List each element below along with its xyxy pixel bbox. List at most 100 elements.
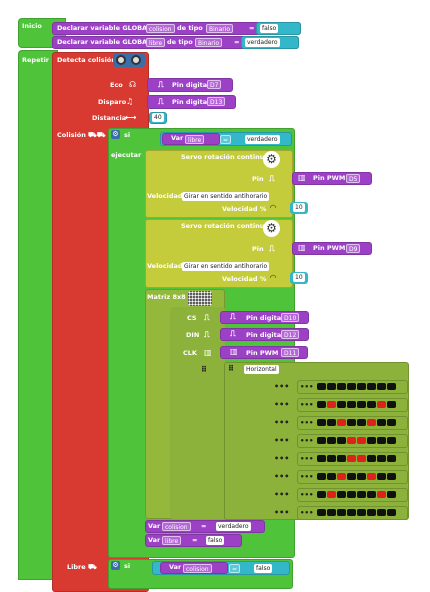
led-off[interactable] [347,419,356,426]
led-off[interactable] [337,401,346,408]
led-off[interactable] [317,473,326,480]
var-name-colision[interactable]: colision [146,24,175,33]
led-off[interactable] [387,419,396,426]
led-off[interactable] [387,383,396,390]
gear-icon[interactable]: ⚙ [111,561,120,570]
led-on[interactable] [337,473,346,480]
velocidad-label: Velocidad [147,192,183,200]
value-verdadero[interactable]: verdadero [216,522,251,531]
eq-dropdown[interactable]: = [229,564,241,573]
type-dropdown-1[interactable]: Binario [206,24,234,33]
led-off[interactable] [377,455,386,462]
led-off[interactable] [367,401,376,408]
vel-input-2[interactable]: 10 [293,273,305,282]
led-off[interactable] [317,491,326,498]
led-off[interactable] [347,383,356,390]
led-on[interactable] [367,419,376,426]
clk-pin-dropdown[interactable]: D11 [281,348,300,357]
led-off[interactable] [377,473,386,480]
var-dropdown-libre[interactable]: libre [162,536,182,545]
led-off[interactable] [367,509,376,516]
led-off[interactable] [317,455,326,462]
led-on[interactable] [377,491,386,498]
gear-icon[interactable]: ⚙ [111,130,120,139]
eq-label: = [201,522,207,530]
pwm-dropdown-1[interactable]: D5 [346,174,361,183]
var-dropdown-libre[interactable]: libre [185,135,205,144]
pwm-label: Pin PWM [313,174,346,182]
led-off[interactable] [377,419,386,426]
eco-pin-dropdown[interactable]: D7 [207,80,222,89]
led-off[interactable] [367,437,376,444]
led-off[interactable] [377,509,386,516]
led-off[interactable] [357,419,366,426]
led-off[interactable] [387,455,396,462]
led-on[interactable] [347,455,356,462]
led-on[interactable] [377,401,386,408]
led-off[interactable] [327,455,336,462]
led-on[interactable] [357,455,366,462]
led-off[interactable] [387,473,396,480]
vel-input-1[interactable]: 10 [293,203,305,212]
led-off[interactable] [367,491,376,498]
value-dropdown-falso[interactable]: falso [260,24,279,33]
value-falso[interactable]: falso [206,536,225,545]
led-off[interactable] [357,401,366,408]
led-off[interactable] [377,437,386,444]
led-off[interactable] [327,419,336,426]
led-on[interactable] [367,473,376,480]
orientation-dropdown[interactable]: Horizontal [244,365,279,374]
eq-dropdown[interactable]: = [220,135,232,144]
led-off[interactable] [347,473,356,480]
led-off[interactable] [357,491,366,498]
led-on[interactable] [327,491,336,498]
led-off[interactable] [337,437,346,444]
led-off[interactable] [337,509,346,516]
led-off[interactable] [357,509,366,516]
cond-value-falso[interactable]: falso [254,564,273,573]
cond-value-verdadero[interactable]: verdadero [245,135,280,144]
led-off[interactable] [347,491,356,498]
led-off[interactable] [347,509,356,516]
led-off[interactable] [317,383,326,390]
led-off[interactable] [387,401,396,408]
velocidad-pct-label: Velocidad % [222,275,267,283]
repetir-block[interactable] [18,50,58,580]
cs-pin-dropdown[interactable]: D10 [281,313,300,322]
led-off[interactable] [327,383,336,390]
var-dropdown-colision[interactable]: colision [183,564,212,573]
led-off[interactable] [337,491,346,498]
value-dropdown-verdadero[interactable]: verdadero [245,38,280,47]
led-off[interactable] [377,383,386,390]
led-off[interactable] [367,455,376,462]
led-off[interactable] [367,383,376,390]
led-off[interactable] [317,419,326,426]
var-dropdown-colision[interactable]: colision [162,522,191,531]
led-on[interactable] [347,437,356,444]
led-off[interactable] [387,437,396,444]
led-off[interactable] [357,473,366,480]
distance-input[interactable]: 40 [152,113,164,122]
pwm-dropdown-2[interactable]: D9 [346,244,361,253]
led-off[interactable] [317,437,326,444]
led-off[interactable] [337,455,346,462]
led-off[interactable] [317,509,326,516]
led-off[interactable] [387,509,396,516]
led-off[interactable] [387,491,396,498]
led-off[interactable] [317,401,326,408]
led-off[interactable] [337,383,346,390]
din-pin-dropdown[interactable]: D12 [281,330,300,339]
led-off[interactable] [327,509,336,516]
led-on[interactable] [327,401,336,408]
direction-dropdown-1[interactable]: Girar en sentido antihorario [182,192,270,201]
led-off[interactable] [347,401,356,408]
led-off[interactable] [327,473,336,480]
direction-dropdown-2[interactable]: Girar en sentido antihorario [182,262,270,271]
led-off[interactable] [327,437,336,444]
disparo-pin-dropdown[interactable]: D13 [207,97,226,106]
led-off[interactable] [357,383,366,390]
var-name-libre[interactable]: libre [146,38,166,47]
led-on[interactable] [357,437,366,444]
type-dropdown-2[interactable]: Binario [195,38,223,47]
led-on[interactable] [337,419,346,426]
